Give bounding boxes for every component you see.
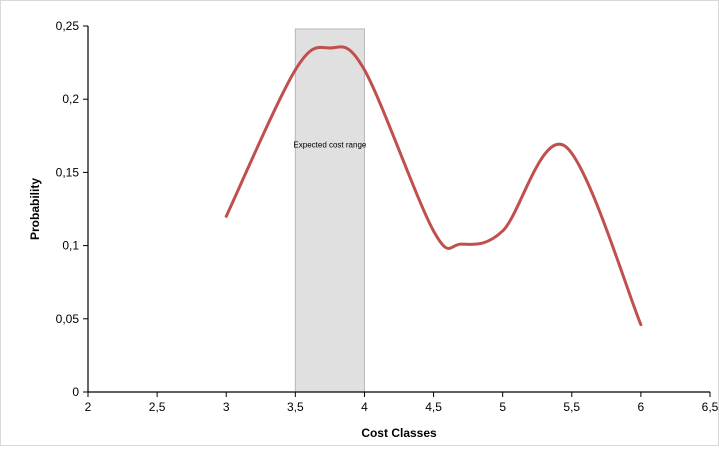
x-tick-label: 2,5	[149, 400, 166, 414]
y-tick-label: 0,2	[62, 92, 79, 106]
x-tick-label: 5,5	[563, 400, 580, 414]
x-tick-label: 3	[223, 400, 230, 414]
x-tick-label: 5	[499, 400, 506, 414]
expected-cost-range-label: Expected cost range	[293, 141, 366, 150]
x-tick-label: 6	[638, 400, 645, 414]
probability-line	[226, 47, 641, 325]
y-tick-label: 0,1	[62, 239, 79, 253]
x-tick-label: 4	[361, 400, 368, 414]
expected-cost-range-band	[295, 29, 364, 392]
y-tick-label: 0,15	[56, 165, 80, 179]
x-tick-label: 2	[85, 400, 92, 414]
y-tick-label: 0,05	[56, 312, 80, 326]
y-axis-title: Probability	[28, 178, 42, 240]
x-tick-label: 4,5	[425, 400, 442, 414]
y-tick-label: 0	[72, 385, 79, 399]
y-tick-label: 0,25	[56, 19, 80, 33]
x-tick-label: 6,5	[702, 400, 718, 414]
x-axis-title: Cost Classes	[361, 426, 437, 440]
x-tick-label: 3,5	[287, 400, 304, 414]
